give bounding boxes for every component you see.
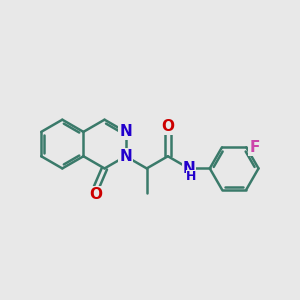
Text: H: H bbox=[186, 170, 197, 183]
Text: F: F bbox=[250, 140, 260, 155]
Text: N: N bbox=[119, 124, 132, 140]
Text: N: N bbox=[183, 161, 195, 176]
Text: O: O bbox=[161, 119, 174, 134]
Text: N: N bbox=[119, 149, 132, 164]
Text: O: O bbox=[90, 187, 103, 202]
